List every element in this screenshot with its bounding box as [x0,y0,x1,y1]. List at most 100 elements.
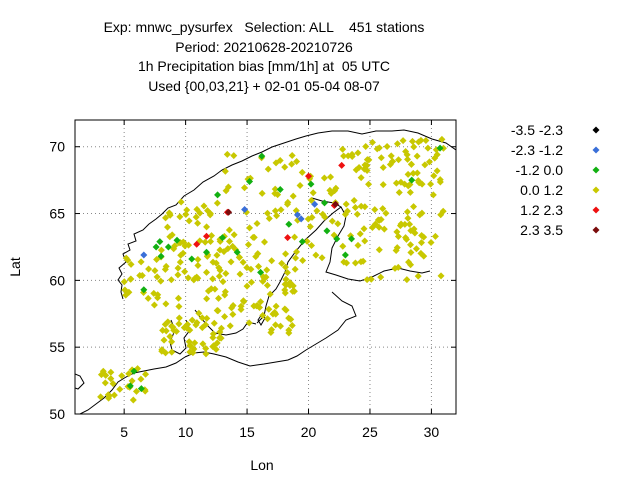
legend-label: -1.2 0.0 [516,162,564,178]
station-point [438,135,446,143]
station-point [145,265,153,273]
station-point [252,253,260,261]
station-point [320,199,328,207]
coastline-norway-sweden-finland [117,129,456,300]
x-tick-label: 5 [120,424,128,440]
station-point [272,321,280,329]
station-point [436,144,444,152]
station-point [206,210,214,218]
station-point [140,251,148,259]
station-point [198,324,206,332]
title-line-used: Used {00,03,21} + 02-01 05-04 08-07 [148,77,380,94]
station-point [215,294,223,302]
station-point [254,250,262,258]
station-point [202,350,210,358]
station-point [361,237,369,245]
station-point [307,180,315,188]
station-point [287,315,295,323]
station-point [247,265,255,273]
station-point [278,259,286,267]
station-point [304,215,312,223]
station-point [359,257,367,265]
station-point [394,232,402,240]
y-axis-label: Lat [7,257,23,277]
station-point [418,231,426,239]
station-point [216,246,224,254]
station-point [271,207,279,215]
station-point [168,348,176,356]
station-point [379,181,387,189]
station-point [229,310,237,318]
station-point [249,233,257,241]
station-point [137,375,145,383]
station-point [333,235,341,243]
station-point [288,322,296,330]
station-point [164,318,172,326]
legend-marker [592,166,600,174]
station-point [272,310,280,318]
station-point [412,245,420,253]
plot-frame [74,119,457,415]
station-point [170,245,178,253]
station-point [264,165,272,173]
station-point [433,167,441,175]
station-point [288,152,296,160]
station-point [266,290,274,298]
station-point [362,142,370,150]
station-point [262,273,270,281]
station-point [258,152,266,160]
station-point [241,184,249,192]
x-tick-label: 20 [301,424,317,440]
station-point [327,189,335,197]
station-point [437,272,445,280]
station-point [191,274,199,282]
station-point [107,368,115,376]
station-point [162,300,170,308]
station-point [410,143,418,151]
axis-ticks: 5 10 15 20 25 30 50 55 60 65 70 [49,120,456,440]
station-point [261,238,269,246]
station-point [191,339,199,347]
station-point [291,265,299,273]
station-point [297,215,305,223]
station-point [395,156,403,164]
station-point [184,274,192,282]
station-point [289,282,297,290]
station-point [309,189,317,197]
station-point [430,172,438,180]
legend-marker [592,126,600,134]
station-point [320,174,328,182]
station-point [424,144,432,152]
station-point [307,196,315,204]
station-point [203,248,211,256]
station-point [377,216,385,224]
station-point [268,257,276,265]
legend-marker [592,186,600,194]
station-point [130,367,138,375]
station-point [137,258,145,266]
station-point [408,137,416,145]
station-point [305,172,313,180]
station-point [404,170,412,178]
station-point [163,223,171,231]
station-point [239,297,247,305]
station-point [192,321,200,329]
station-point [403,151,411,159]
station-point [401,180,409,188]
station-point [353,210,361,218]
station-point [397,220,405,228]
station-point [361,161,369,169]
station-point [215,264,223,272]
station-point [290,287,298,295]
station-point [116,385,124,393]
station-point [406,220,414,228]
station-point [392,179,400,187]
station-point [284,234,292,242]
station-point [162,327,170,335]
station-point [101,379,109,387]
station-point [244,241,252,249]
station-point [351,259,359,267]
station-point [144,294,152,302]
station-point [355,163,363,171]
station-point [175,302,183,310]
